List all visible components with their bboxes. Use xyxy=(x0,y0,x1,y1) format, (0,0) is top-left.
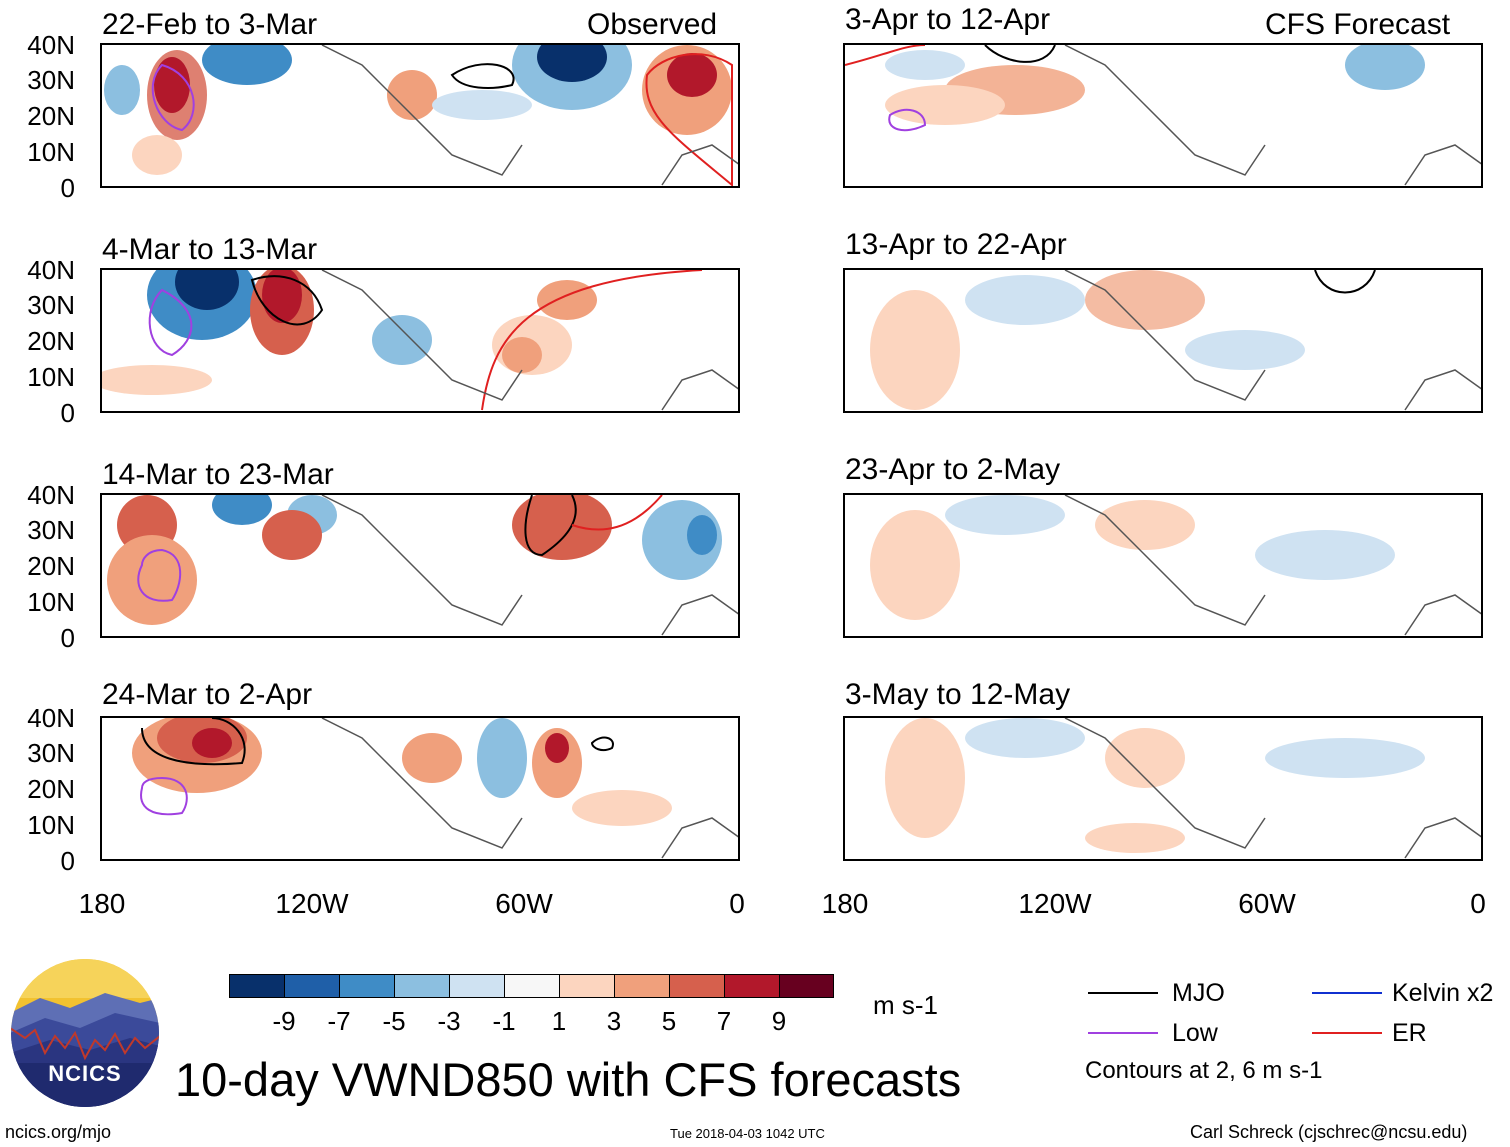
lon-label: 120W xyxy=(1018,888,1092,919)
colorbar-cell xyxy=(724,974,780,998)
lat-label: 0 xyxy=(60,623,75,653)
map-panel-obs-2 xyxy=(100,268,740,413)
colorbar-label: -5 xyxy=(382,1006,406,1036)
colorbar-cell xyxy=(669,974,725,998)
map-panel-obs-3 xyxy=(100,493,740,638)
footer-author: Carl Schreck (cjschrec@ncsu.edu) xyxy=(1190,1122,1468,1142)
colorbar-cell xyxy=(284,974,340,998)
colorbar-cell xyxy=(229,974,285,998)
colorbar-cell xyxy=(614,974,670,998)
panel-title-fcst-4: 3-May to 12-May xyxy=(845,678,1071,711)
map-field-fcst-4 xyxy=(885,718,1481,859)
map-field-obs-2 xyxy=(102,270,738,411)
legend-line-er xyxy=(1312,1032,1382,1034)
lat-label: 20N xyxy=(27,326,75,356)
legend-label-low: Low xyxy=(1172,1019,1218,1047)
footer-link[interactable]: ncics.org/mjo xyxy=(5,1122,112,1142)
lat-label: 20N xyxy=(27,774,75,804)
lat-label: 0 xyxy=(60,398,75,428)
lat-label: 40N xyxy=(27,255,75,285)
panel-title-obs-3: 14-Mar to 23-Mar xyxy=(102,458,334,491)
colorbar-cell xyxy=(504,974,560,998)
colorbar xyxy=(229,974,834,998)
map-field-obs-4 xyxy=(132,718,738,859)
ncics-logo: NCICS xyxy=(10,958,160,1108)
colorbar-units: m s-1 xyxy=(873,990,938,1020)
map-panel-obs-4 xyxy=(100,716,740,861)
map-field-fcst-3 xyxy=(870,495,1481,636)
panel-title-obs-4: 24-Mar to 2-Apr xyxy=(102,678,313,711)
lat-label: 0 xyxy=(60,846,75,876)
lat-label: 10N xyxy=(27,587,75,617)
main-title: 10-day VWND850 with CFS forecasts xyxy=(175,1053,962,1106)
colorbar-cell xyxy=(559,974,615,998)
logo-icon xyxy=(11,959,159,1107)
legend-line-mjo xyxy=(1088,992,1158,994)
panel-title-fcst-3: 23-Apr to 2-May xyxy=(845,453,1061,486)
colorbar-label: -9 xyxy=(272,1006,296,1036)
contour-note: Contours at 2, 6 m s-1 xyxy=(1085,1057,1323,1084)
colorbar-label: -7 xyxy=(327,1006,351,1036)
legend-label-kelvin: Kelvin x2 xyxy=(1392,979,1494,1007)
map-panel-obs-1 xyxy=(100,43,740,188)
colorbar-cell xyxy=(779,974,834,998)
colorbar-cell xyxy=(339,974,395,998)
colorbar-label: 1 xyxy=(551,1006,567,1036)
map-panel-fcst-2 xyxy=(843,268,1483,413)
lat-label: 30N xyxy=(27,515,75,545)
colorbar-label: 5 xyxy=(661,1006,677,1036)
observed-label: Observed xyxy=(587,8,718,41)
lon-label: 60W xyxy=(1238,888,1296,919)
colorbar-label: -3 xyxy=(437,1006,461,1036)
colorbar-label: 7 xyxy=(716,1006,732,1036)
legend-label-mjo: MJO xyxy=(1172,979,1225,1007)
lat-label: 30N xyxy=(27,290,75,320)
lat-label: 20N xyxy=(27,101,75,131)
panel-title-obs-1: 22-Feb to 3-Mar xyxy=(102,8,318,41)
lat-label: 10N xyxy=(27,810,75,840)
lat-label: 40N xyxy=(27,703,75,733)
lat-label: 10N xyxy=(27,137,75,167)
forecast-label: CFS Forecast xyxy=(1265,8,1451,41)
logo-text: NCICS xyxy=(48,1061,122,1086)
lon-label: 0 xyxy=(1470,888,1486,919)
colorbar-label: -1 xyxy=(492,1006,516,1036)
map-panel-fcst-4 xyxy=(843,716,1483,861)
lat-label: 10N xyxy=(27,362,75,392)
lat-label: 30N xyxy=(27,65,75,95)
lat-label: 20N xyxy=(27,551,75,581)
colorbar-label: 3 xyxy=(606,1006,622,1036)
colorbar-cell xyxy=(394,974,450,998)
legend-label-er: ER xyxy=(1392,1019,1427,1047)
lon-label: 60W xyxy=(495,888,553,919)
panel-title-obs-2: 4-Mar to 13-Mar xyxy=(102,233,318,266)
map-field-obs-3 xyxy=(107,495,738,636)
colorbar-cell xyxy=(449,974,505,998)
map-panel-fcst-1 xyxy=(843,43,1483,188)
lon-label: 0 xyxy=(729,888,745,919)
lat-label: 40N xyxy=(27,30,75,60)
map-field-fcst-2 xyxy=(870,270,1481,411)
panel-title-fcst-1: 3-Apr to 12-Apr xyxy=(845,3,1051,36)
legend-line-low xyxy=(1088,1032,1158,1034)
legend-line-kelvin xyxy=(1312,992,1382,994)
map-field-fcst-1 xyxy=(845,45,1481,186)
colorbar-label: 9 xyxy=(771,1006,787,1036)
panel-title-fcst-2: 13-Apr to 22-Apr xyxy=(845,228,1067,261)
lat-label: 40N xyxy=(27,480,75,510)
lat-label: 30N xyxy=(27,738,75,768)
footer-timestamp: Tue 2018-04-03 1042 UTC xyxy=(670,1126,825,1141)
map-panel-fcst-3 xyxy=(843,493,1483,638)
lon-label: 180 xyxy=(78,888,126,919)
map-field-obs-1 xyxy=(104,45,738,186)
lon-label: 120W xyxy=(275,888,349,919)
lon-label: 180 xyxy=(821,888,869,919)
lat-label: 0 xyxy=(60,173,75,203)
